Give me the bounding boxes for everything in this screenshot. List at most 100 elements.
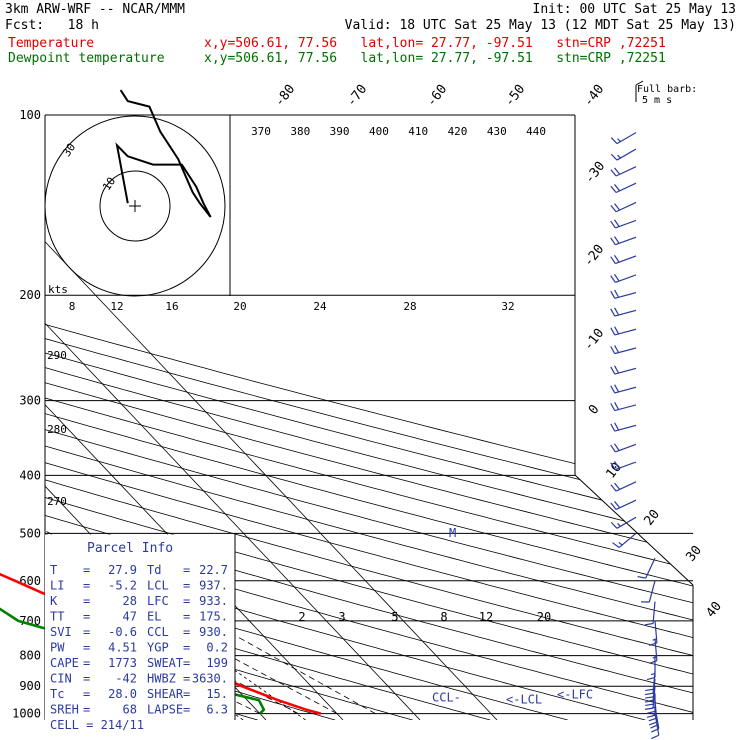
init-time: Init: 00 UTC Sat 25 May 13 xyxy=(532,2,737,17)
wind-barb-feather xyxy=(651,728,660,733)
wind-barb xyxy=(610,422,637,432)
parcel-param-name: SHEAR xyxy=(147,687,184,701)
parcel-param-name: PW xyxy=(50,641,65,655)
wind-barb xyxy=(610,365,637,375)
wind-barb-feather xyxy=(610,484,617,492)
wind-barb-feather xyxy=(614,384,620,393)
wind-barb-staff xyxy=(615,274,637,284)
parcel-param-eq: = xyxy=(183,641,190,655)
wind-barb-feather xyxy=(644,707,654,710)
parcel-param-name: LCL xyxy=(147,579,169,593)
parcel-param-name: HWBZ xyxy=(147,672,176,686)
wind-barb-feather xyxy=(610,256,616,264)
parcel-param-eq: = xyxy=(183,703,190,717)
dry-adiabat-line xyxy=(45,115,693,720)
mixing-ratio-label: 3 xyxy=(338,610,345,624)
theta-left-label: 280 xyxy=(47,423,67,436)
wind-barb xyxy=(610,148,637,161)
parcel-param-name: LFC xyxy=(147,594,169,608)
mixing-ratio-label: 2 xyxy=(298,610,305,624)
isotherm-label: -80 xyxy=(272,82,298,110)
wind-barb-feather xyxy=(648,717,657,722)
wind-barb-feather xyxy=(644,700,654,703)
hodograph-ring-30 xyxy=(44,115,226,297)
wind-barb xyxy=(610,384,637,394)
parcel-param-name: CIN xyxy=(50,672,72,686)
wind-barb xyxy=(648,620,658,647)
legend-dewpoint-location: x,y=506.61, 77.56 lat,lon= 27.77, -97.51… xyxy=(204,51,666,66)
wind-barb xyxy=(610,461,637,471)
parcel-param-eq: = xyxy=(183,687,190,701)
wind-barb xyxy=(610,273,637,284)
wind-barb-staff xyxy=(615,236,637,246)
isotherm-label: -10 xyxy=(581,326,607,354)
parcel-param-eq: = xyxy=(83,641,90,655)
parcel-info-title: Parcel Info xyxy=(87,541,173,556)
wind-barb xyxy=(610,132,637,145)
parcel-param-eq: = xyxy=(83,672,90,686)
wind-barb-feather xyxy=(613,236,620,244)
parcel-param-eq: = xyxy=(183,610,190,624)
wind-barb xyxy=(648,638,658,664)
parcel-param-eq: = xyxy=(183,594,190,608)
parcel-param-value: 3630. xyxy=(192,672,228,686)
parcel-param-eq: = xyxy=(183,563,190,577)
parcel-param-value: 15. xyxy=(206,687,228,701)
isotherm-label: 30 xyxy=(684,543,705,565)
wind-barb-staff xyxy=(615,166,637,177)
isotherm-label: -40 xyxy=(581,82,607,110)
wind-barb-feather xyxy=(648,642,658,647)
wind-barb-title: Full barb: xyxy=(637,84,697,95)
wind-barb-feather xyxy=(614,365,620,374)
wind-barb-half-feather xyxy=(652,638,657,641)
parcel-param-name: CAPE xyxy=(50,656,79,670)
wind-barb-feather xyxy=(613,254,620,263)
pressure-tick-label: 400 xyxy=(19,468,41,482)
parcel-param-name: SREH xyxy=(50,703,79,717)
forecast-hour: Fcst: 18 h xyxy=(5,18,99,33)
model-title: 3km ARW-WRF -- NCAR/MMM xyxy=(5,2,186,17)
mixing-ratio-label: 20 xyxy=(537,610,551,624)
parcel-param-value: 1773 xyxy=(108,656,137,670)
wind-barb xyxy=(651,713,660,740)
pressure-tick-label: 100 xyxy=(19,108,41,122)
parcel-param-value: 937. xyxy=(199,579,228,593)
parcel-param-name: T xyxy=(50,563,57,577)
wind-barb-feather xyxy=(645,696,654,699)
parcel-param-name: K xyxy=(50,594,58,608)
isotherm-line xyxy=(45,115,421,720)
dry-adiabat-line xyxy=(45,115,693,720)
pressure-tick-label: 500 xyxy=(19,526,41,540)
wind-barb-feather xyxy=(645,703,654,707)
wind-barb-feather xyxy=(610,403,616,411)
wind-barb xyxy=(610,443,637,453)
wind-barb xyxy=(610,289,637,299)
parcel-param-name: TT xyxy=(50,610,64,624)
parcel-param-name: Tc xyxy=(50,687,64,701)
parcel-param-value: 4.51 xyxy=(108,641,137,655)
hodograph-ring-10 xyxy=(99,170,171,242)
parcel-param-value: 28 xyxy=(123,594,137,608)
wind-axis-tick-label: 20 xyxy=(233,300,246,313)
wind-barb-feather xyxy=(651,734,660,740)
wind-barb-feather xyxy=(614,184,621,192)
wind-barb-staff xyxy=(648,580,656,603)
theta-label: 400 xyxy=(369,125,389,138)
dry-adiabat-line xyxy=(45,115,491,720)
wind-barb-feather xyxy=(613,443,620,451)
wind-barb-feather xyxy=(610,346,616,354)
wind-barb-feather xyxy=(614,482,621,490)
parcel-param-name: LAPSE xyxy=(147,703,183,717)
parcel-param-eq: = xyxy=(83,625,90,639)
wind-barb xyxy=(644,671,656,696)
wind-barb-feather xyxy=(614,500,621,509)
wind-barb-half-feather xyxy=(618,542,623,546)
parcel-param-name: SVI xyxy=(50,625,72,639)
wind-barb-feather xyxy=(610,327,616,336)
parcel-param-eq: = xyxy=(83,687,90,701)
parcel-param-value: 22.7 xyxy=(199,563,228,577)
wind-barb xyxy=(610,166,637,177)
wind-barb-feather xyxy=(648,721,658,726)
